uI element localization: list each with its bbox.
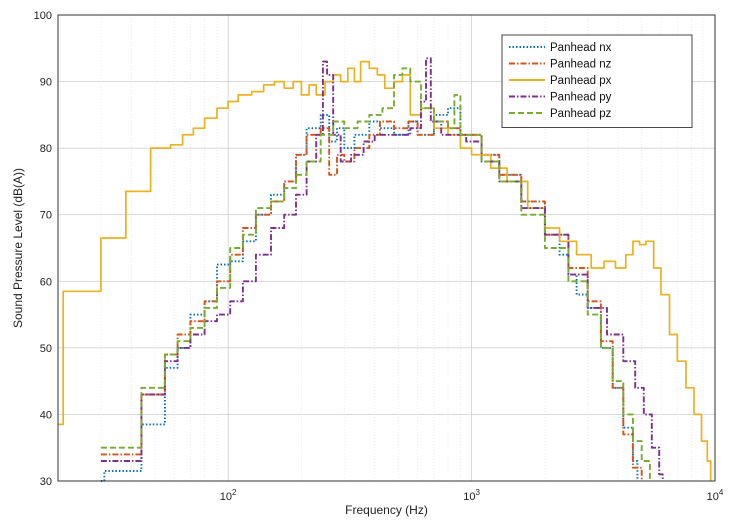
y-tick-label: 30	[40, 476, 52, 488]
series-line-panhead-pz	[100, 67, 651, 481]
x-tick-label: 104	[707, 488, 724, 503]
y-tick-labels: 30 40 50 60 70 80 90 100	[34, 10, 52, 488]
plot-frame	[57, 14, 716, 482]
legend-label: Panhead nz	[550, 59, 612, 71]
y-tick-label: 80	[40, 143, 52, 155]
series-line-panhead-nz	[100, 120, 643, 481]
series-line-panhead-px	[58, 60, 712, 481]
y-tick-label: 40	[40, 409, 52, 421]
y-tick-label: 70	[40, 210, 52, 222]
legend-label: Panhead nx	[550, 42, 612, 54]
x-axis-label: Frequency (Hz)	[345, 503, 428, 517]
legend-box	[501, 34, 693, 128]
y-tick-label: 50	[40, 343, 52, 355]
x-tick-label: 102	[220, 488, 237, 503]
y-tick-label: 100	[34, 10, 52, 22]
series-line-panhead-py	[100, 57, 664, 481]
series-layer	[58, 57, 712, 482]
y-tick-label: 90	[40, 77, 52, 89]
legend-label: Panhead pz	[550, 108, 612, 120]
x-tick-labels: 102 103 104	[220, 488, 724, 503]
x-tick-label: 103	[463, 488, 480, 503]
legend-label: Panhead py	[550, 92, 612, 104]
legend: Panhead nx Panhead nz Panhead px Panhead py…	[501, 34, 693, 128]
y-tick-label: 60	[40, 276, 52, 288]
legend-label: Panhead px	[550, 75, 612, 87]
series-line-panhead-nx	[100, 107, 639, 482]
y-axis-label: Sound Pressure Level (dB(A))	[11, 168, 25, 328]
